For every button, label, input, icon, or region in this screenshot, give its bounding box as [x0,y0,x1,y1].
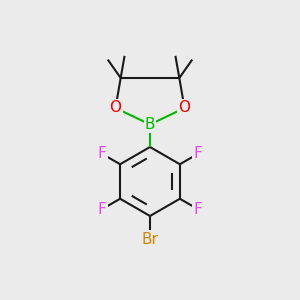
Text: F: F [98,146,106,161]
Text: F: F [194,202,203,217]
Text: Br: Br [142,232,158,247]
Text: F: F [98,202,106,217]
Text: F: F [194,146,203,161]
Text: O: O [110,100,122,116]
Text: O: O [178,100,190,116]
Text: B: B [145,117,155,132]
